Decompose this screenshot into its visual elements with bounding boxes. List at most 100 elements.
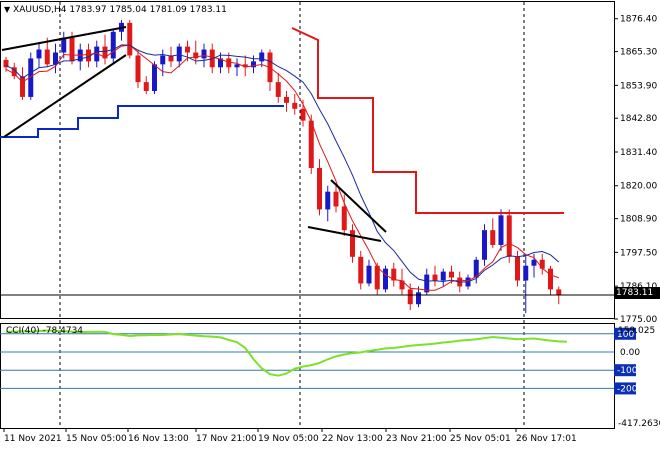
candle-body bbox=[28, 58, 34, 97]
price-scale-label: 1808.90 bbox=[620, 215, 657, 225]
time-scale-label: 17 Nov 21:00 bbox=[196, 434, 257, 444]
candle-body bbox=[201, 49, 207, 59]
candle-body bbox=[69, 37, 75, 62]
candle-body bbox=[176, 46, 182, 62]
candle-body bbox=[539, 259, 545, 269]
candle-body bbox=[185, 46, 190, 53]
candle-body bbox=[473, 259, 479, 278]
candle-body bbox=[242, 64, 248, 68]
current-price-tag: 1783.11 bbox=[614, 287, 660, 299]
candle-body bbox=[234, 64, 240, 68]
symbol-name: XAUUSD,H4 bbox=[13, 5, 67, 15]
fast-ma-line bbox=[5, 44, 559, 291]
candle-body bbox=[341, 206, 347, 231]
falling-trendline[interactable] bbox=[330, 179, 387, 233]
candle-body bbox=[531, 259, 537, 266]
candle-body bbox=[143, 82, 149, 91]
time-scale-label: 23 Nov 21:00 bbox=[386, 434, 447, 444]
candle-body bbox=[300, 108, 306, 121]
cci-level-tag bbox=[614, 327, 636, 340]
candle-body bbox=[284, 96, 289, 103]
cci-line bbox=[5, 329, 568, 377]
candle-body bbox=[292, 102, 298, 109]
upper-trendline[interactable] bbox=[1, 26, 127, 51]
candle-body bbox=[506, 215, 512, 257]
candle-body bbox=[11, 67, 17, 77]
candle-body bbox=[160, 55, 166, 65]
price-scale-label: 1775.00 bbox=[620, 315, 657, 325]
candle-body bbox=[36, 49, 42, 59]
candle-body bbox=[556, 289, 562, 296]
price-scale-label: 1853.90 bbox=[620, 81, 657, 91]
base-trendline[interactable] bbox=[307, 226, 382, 242]
candle-body bbox=[350, 230, 355, 257]
candle-body bbox=[308, 120, 314, 168]
candle-body bbox=[358, 256, 364, 284]
candle-body bbox=[498, 215, 504, 245]
candle-body bbox=[94, 46, 100, 62]
time-scale-label: 26 Nov 17:01 bbox=[516, 434, 577, 444]
candle-body bbox=[548, 268, 553, 290]
candle-body bbox=[135, 55, 141, 83]
candle-body bbox=[333, 191, 339, 207]
time-scale-label: 25 Nov 05:01 bbox=[450, 434, 511, 444]
cci-label: CCI(40) -78.4734 bbox=[6, 326, 84, 336]
candle-body bbox=[391, 268, 397, 281]
candle-body bbox=[424, 274, 430, 293]
candle-body bbox=[127, 22, 133, 56]
cci-scale-min: -417.2636 bbox=[618, 419, 660, 429]
cci-level-label: 100 bbox=[617, 330, 634, 340]
time-scale-label: 15 Nov 05:00 bbox=[66, 434, 127, 444]
candle-body bbox=[251, 61, 256, 68]
candle-body bbox=[152, 64, 157, 91]
cci-level-label: -200 bbox=[617, 384, 638, 394]
candle-body bbox=[110, 31, 116, 59]
cci-level-label: -100 bbox=[617, 366, 638, 376]
main-panel-frame bbox=[0, 1, 615, 319]
lower-trendline[interactable] bbox=[3, 54, 127, 138]
candle-body bbox=[193, 52, 199, 59]
candle-body bbox=[325, 191, 331, 210]
title-arrow-icon[interactable]: ▼ bbox=[4, 5, 11, 14]
cci-level-label: 0.00 bbox=[620, 348, 640, 358]
candle-body bbox=[44, 49, 50, 65]
candle-body bbox=[482, 230, 487, 260]
candle-body bbox=[218, 58, 223, 68]
time-scale-label: 16 Nov 13:00 bbox=[128, 434, 189, 444]
price-scale-label: 1831.40 bbox=[620, 148, 657, 158]
candle-body bbox=[407, 289, 413, 305]
candle-body bbox=[53, 52, 58, 65]
price-scale-label: 1876.40 bbox=[620, 15, 657, 25]
candle-body bbox=[102, 46, 108, 59]
candle-body bbox=[3, 59, 9, 68]
candle-body bbox=[416, 292, 421, 305]
resistance-step-line bbox=[291, 27, 564, 214]
price-scale-label: 1842.80 bbox=[620, 114, 657, 124]
ohlc-values: 1783.97 1785.04 1781.09 1783.11 bbox=[69, 5, 227, 15]
time-scale-label: 19 Nov 05:00 bbox=[258, 434, 319, 444]
support-step-line bbox=[0, 105, 284, 138]
candle-body bbox=[20, 76, 25, 97]
candle-body bbox=[168, 55, 174, 62]
slow-ma-line bbox=[5, 44, 560, 283]
candle-body bbox=[317, 167, 322, 210]
candle-body bbox=[432, 274, 438, 281]
candle-body bbox=[440, 271, 446, 281]
candle-body bbox=[61, 37, 67, 53]
price-scale-label: 1797.50 bbox=[620, 248, 657, 258]
candle-body bbox=[259, 52, 265, 62]
candle-body bbox=[523, 265, 529, 281]
candle-body bbox=[515, 256, 520, 281]
candle-body bbox=[366, 265, 372, 284]
candle-body bbox=[399, 280, 405, 290]
candle-body bbox=[383, 268, 388, 290]
candle-body bbox=[374, 265, 380, 290]
candle-body bbox=[86, 49, 91, 62]
price-scale-label: 1820.00 bbox=[620, 182, 657, 192]
cci-level-tag bbox=[614, 364, 636, 377]
time-scale-label: 11 Nov 2021 bbox=[4, 434, 62, 444]
symbol-title: ▼ XAUUSD,H4 1783.97 1785.04 1781.09 1783… bbox=[4, 4, 227, 16]
cci-level-tag bbox=[614, 382, 636, 395]
candle-body bbox=[449, 271, 454, 278]
